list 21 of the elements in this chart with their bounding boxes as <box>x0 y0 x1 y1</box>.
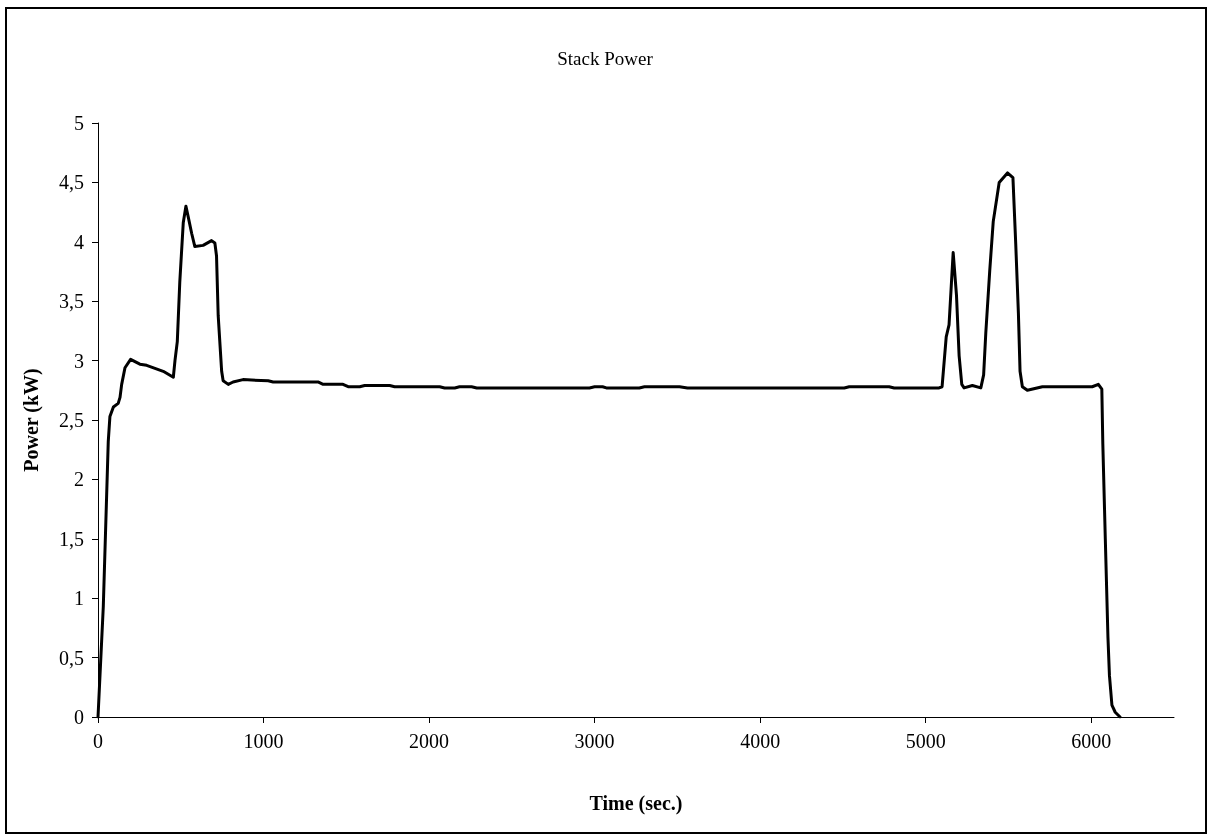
y-tick-label: 2 <box>74 468 84 491</box>
y-tick-label: 0 <box>74 706 84 728</box>
y-tick-label: 5 <box>74 112 84 134</box>
y-axis-title: Power (kW) <box>20 368 43 472</box>
y-tick-label: 4 <box>74 230 84 253</box>
x-tick-label: 5000 <box>905 730 946 752</box>
y-tick-label: 1 <box>74 587 84 610</box>
x-tick-label: 2000 <box>409 730 450 752</box>
y-tick-label: 3,5 <box>59 290 84 313</box>
y-tick-label: 2,5 <box>59 409 84 431</box>
x-tick-label: 4000 <box>740 730 781 752</box>
chart-title: Stack Power <box>557 48 654 69</box>
x-tick-label: 6000 <box>1071 730 1112 752</box>
x-axis-title: Time (sec.) <box>589 792 683 815</box>
y-tick-label: 1,5 <box>59 527 84 550</box>
y-tick-label: 3 <box>74 349 84 372</box>
x-tick-label: 0 <box>93 730 103 752</box>
x-tick-label: 1000 <box>243 730 284 752</box>
y-tick-label: 0,5 <box>59 646 84 669</box>
y-tick-label: 4,5 <box>59 171 84 194</box>
x-tick-label: 3000 <box>574 730 615 752</box>
